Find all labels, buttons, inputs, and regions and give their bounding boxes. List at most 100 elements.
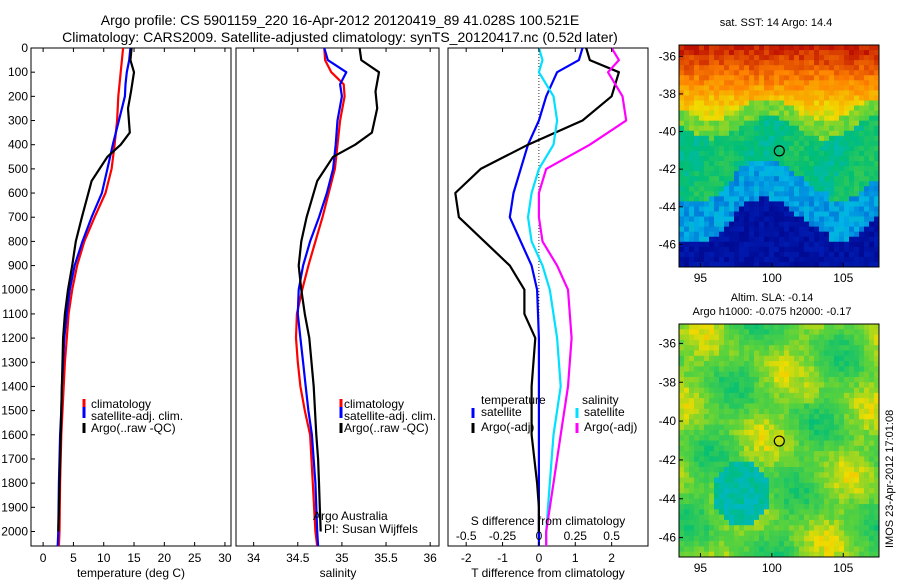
heatmap-cell	[744, 75, 750, 81]
heatmap-cell	[849, 398, 855, 404]
heatmap-cell	[824, 424, 830, 431]
heatmap-cell	[859, 100, 865, 107]
heatmap-cell	[764, 65, 770, 71]
heatmap-cell	[729, 498, 735, 505]
heatmap-cell	[774, 145, 780, 152]
heatmap-cell	[779, 150, 785, 157]
heatmap-cell	[799, 140, 805, 147]
heatmap-cell	[819, 140, 825, 147]
heatmap-cell	[854, 90, 860, 96]
heatmap-cell	[694, 414, 700, 420]
heatmap-cell	[824, 408, 830, 415]
heatmap-cell	[684, 216, 690, 223]
heatmap-cell	[764, 166, 770, 172]
heatmap-cell	[729, 95, 735, 101]
heatmap-cell	[859, 382, 865, 389]
heatmap-cell	[859, 408, 865, 415]
heatmap-cell	[699, 466, 705, 473]
heatmap-cell	[724, 424, 730, 431]
heatmap-cell	[724, 419, 730, 426]
heatmap-cell	[754, 241, 760, 248]
heatmap-cell	[709, 196, 715, 202]
heatmap-cell	[854, 70, 860, 76]
heatmap-cell	[869, 90, 875, 96]
heatmap-cell	[779, 135, 785, 142]
top-tick-label: 0	[536, 529, 543, 543]
heatmap-cell	[684, 382, 690, 389]
heatmap-cell	[689, 226, 695, 233]
heatmap-cell	[719, 387, 725, 394]
heatmap-cell	[759, 546, 765, 553]
heatmap-cell	[689, 414, 695, 420]
heatmap-cell	[744, 334, 750, 341]
heatmap-cell	[704, 541, 710, 547]
heatmap-cell	[754, 231, 760, 238]
heatmap-cell	[739, 329, 745, 336]
heatmap-cell	[679, 135, 685, 142]
heatmap-cell	[844, 80, 850, 86]
heatmap-cell	[679, 514, 685, 521]
heatmap-cell	[789, 135, 795, 142]
heatmap-cell	[854, 440, 860, 447]
heatmap-cell	[754, 509, 760, 516]
x-tick-label: 105	[833, 271, 853, 285]
heatmap-cell	[679, 181, 685, 187]
heatmap-cell	[679, 80, 685, 86]
heatmap-cell	[769, 60, 775, 66]
heatmap-cell	[679, 140, 685, 147]
heatmap-cell	[849, 221, 855, 228]
heatmap-cell	[734, 45, 740, 51]
heatmap-cell	[734, 504, 740, 510]
heatmap-cell	[784, 493, 790, 500]
heatmap-cell	[704, 366, 710, 373]
heatmap-cell	[749, 334, 755, 341]
heatmap-cell	[744, 324, 750, 330]
heatmap-cell	[814, 90, 820, 96]
heatmap-cell	[814, 125, 820, 132]
heatmap-cell	[849, 456, 855, 463]
heatmap-cell	[869, 135, 875, 142]
heatmap-cell	[804, 408, 810, 415]
heatmap-cell	[769, 166, 775, 172]
heatmap-cell	[804, 176, 810, 182]
heatmap-cell	[699, 472, 705, 479]
heatmap-cell	[739, 70, 745, 76]
heatmap-cell	[774, 519, 780, 526]
heatmap-cell	[734, 176, 740, 182]
heatmap-cell	[729, 176, 735, 182]
heatmap-cell	[759, 115, 765, 122]
heatmap-cell	[824, 150, 830, 157]
heatmap-cell	[739, 150, 745, 157]
heatmap-cell	[744, 339, 750, 346]
heatmap-cell	[834, 120, 840, 127]
heatmap-cell	[869, 231, 875, 238]
heatmap-cell	[854, 345, 860, 351]
heatmap-cell	[794, 339, 800, 346]
heatmap-cell	[714, 125, 720, 132]
heatmap-cell	[779, 236, 785, 243]
heatmap-cell	[864, 251, 870, 258]
heatmap-cell	[774, 150, 780, 157]
heatmap-cell	[769, 95, 775, 101]
heatmap-cell	[814, 371, 820, 378]
heatmap-cell	[729, 345, 735, 351]
heatmap-cell	[864, 429, 870, 436]
heatmap-cell	[699, 100, 705, 107]
heatmap-cell	[704, 514, 710, 521]
heatmap-cell	[869, 387, 875, 394]
difference-series	[454, 47, 628, 546]
heatmap-cell	[809, 105, 815, 112]
heatmap-cell	[694, 231, 700, 238]
heatmap-cell	[684, 355, 690, 362]
heatmap-cell	[744, 100, 750, 107]
heatmap-cell	[694, 226, 700, 233]
heatmap-cell	[719, 226, 725, 233]
heatmap-cell	[684, 181, 690, 187]
heatmap-cell	[739, 186, 745, 192]
heatmap-cell	[764, 472, 770, 479]
heatmap-cell	[799, 334, 805, 341]
heatmap-cell	[814, 75, 820, 81]
heatmap-cell	[729, 334, 735, 341]
heatmap-cell	[734, 435, 740, 441]
heatmap-cell	[789, 100, 795, 107]
